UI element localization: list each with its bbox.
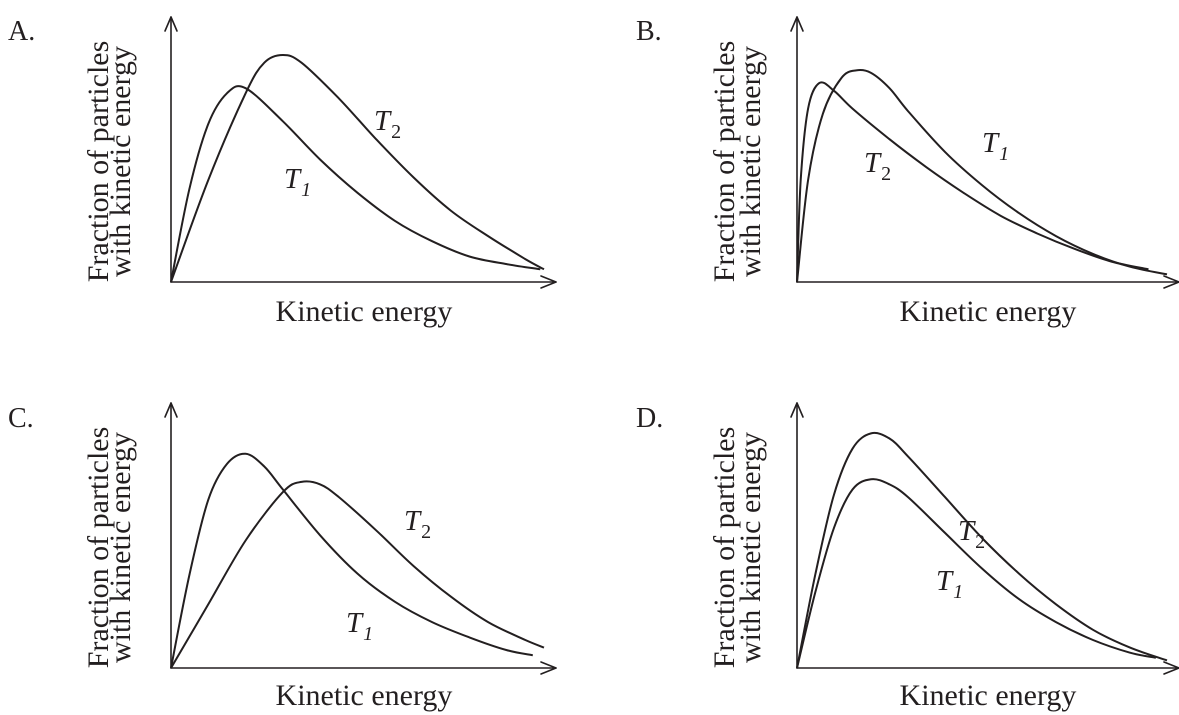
series-t1-curve [796, 478, 1157, 669]
y-axis-arrowhead [790, 402, 804, 418]
panel-c: C. Kinetic energy Fraction of particleswit… [8, 402, 557, 712]
y-axis-label-line-1: Fraction of particles [82, 427, 115, 669]
series-t1-curve [796, 68, 1168, 283]
x-axis-arrowhead [540, 661, 557, 675]
series-t2-label: T2 [864, 147, 891, 185]
panel-letter: D. [636, 403, 663, 434]
series-t2-label: T2 [374, 105, 401, 143]
panel-letter: A. [8, 16, 35, 47]
y-axis-arrowhead [164, 402, 178, 418]
series-t2-label: T2 [958, 515, 985, 553]
x-axis-arrowhead [1163, 275, 1179, 289]
x-axis-label: Kinetic energy [900, 295, 1077, 328]
panel-d: D. Kinetic energy Fraction of particleswit… [636, 402, 1179, 712]
x-axis-arrowhead [1163, 661, 1179, 675]
series-t1-label: T1 [982, 127, 1009, 165]
series-t2-curve [170, 480, 545, 669]
y-axis-label-line-2: with kinetic energy [734, 432, 767, 663]
panel-b: B. Kinetic energy Fraction of particleswit… [636, 16, 1179, 328]
y-axis-label-line-1: Fraction of particles [82, 41, 115, 283]
panel-a: A. Kinetic energy Fraction of particleswit… [8, 16, 557, 328]
series-t2-curve [796, 81, 1149, 283]
y-axis-arrowhead [790, 16, 804, 32]
x-axis-label: Kinetic energy [900, 679, 1077, 712]
series-t1-label: T1 [936, 565, 963, 603]
series-t1-label: T1 [284, 163, 311, 201]
panel-letter: B. [636, 16, 662, 47]
x-axis-label: Kinetic energy [276, 679, 453, 712]
x-axis-arrowhead [540, 275, 557, 289]
series-t1-label: T1 [346, 607, 373, 645]
series-t2-curve [170, 54, 545, 283]
series-t1-curve [170, 452, 534, 669]
y-axis-label-line-2: with kinetic energy [734, 46, 767, 277]
series-t2-label: T2 [404, 505, 431, 543]
y-axis-label-line-1: Fraction of particles [708, 427, 741, 669]
series-t2-curve [796, 431, 1168, 669]
panel-letter: C. [8, 403, 34, 434]
y-axis-label-line-2: with kinetic energy [104, 46, 137, 277]
x-axis-label: Kinetic energy [276, 295, 453, 328]
series-t1-curve [170, 85, 541, 283]
y-axis-arrowhead [164, 16, 178, 32]
y-axis-label-line-1: Fraction of particles [708, 41, 741, 283]
y-axis-label-line-2: with kinetic energy [104, 432, 137, 663]
